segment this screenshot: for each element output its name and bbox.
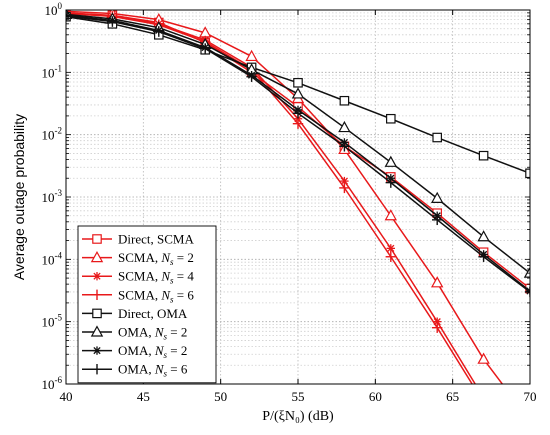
x-tick-label: 70 (524, 389, 537, 404)
legend-box (77, 225, 217, 384)
legend-marker (92, 272, 102, 281)
series-oma_n6 (66, 10, 530, 298)
legend-label: SCMA, Ns = 2 (118, 250, 194, 267)
data-point-oma_direct (432, 132, 442, 143)
data-point-sc_n6 (432, 322, 443, 333)
legend-label: OMA, Ns = 2 (118, 343, 187, 360)
x-tick-label: 50 (214, 389, 227, 404)
data-point-oma_n2 (384, 155, 398, 167)
data-point-oma_direct (293, 77, 303, 88)
x-tick-label: 55 (292, 389, 305, 404)
x-tick-label: 40 (60, 389, 73, 404)
data-point-oma_n2 (291, 87, 305, 99)
legend-entry: OMA, Ns = 2 (82, 325, 187, 342)
data-point-sc_n2 (430, 276, 444, 288)
data-point-oma_n6 (292, 108, 304, 119)
data-point-oma_direct (386, 113, 396, 124)
series-layer (66, 10, 530, 384)
data-point-oma_direct (339, 95, 350, 106)
legend-entry: Direct, SCMA (82, 232, 194, 247)
data-point-sc_n2 (245, 49, 258, 62)
data-point-oma_n2 (430, 191, 444, 203)
data-point-oma_n6 (339, 141, 350, 152)
series-line-sc_n6 (66, 12, 474, 384)
data-point-oma_n6 (66, 10, 72, 22)
legend-marker (90, 250, 104, 263)
legend-label: OMA, Ns = 6 (118, 362, 188, 379)
x-tick-labels: 40 45 50 55 60 65 70 (60, 389, 537, 404)
legend-entry: SCMA, Ns = 4 (82, 269, 194, 286)
data-point-oma_n2 (477, 230, 490, 242)
data-point-sc_n6 (339, 182, 350, 194)
legend-marker (91, 364, 103, 375)
data-point-oma_n6 (200, 43, 211, 54)
data-point-oma_n6 (246, 71, 257, 82)
data-point-oma_n2 (523, 266, 530, 278)
legend-label: OMA, Ns = 2 (118, 325, 187, 342)
y-tick-label: 10-6 (42, 375, 63, 392)
legend-entry: Direct, OMA (82, 306, 188, 321)
legend-entry: OMA, Ns = 2 (82, 343, 187, 360)
y-tick-labels: 100 10-1 10-2 10-3 10-4 10-5 10-6 (42, 1, 63, 392)
legend-label: Direct, OMA (118, 306, 188, 321)
legend-label: Direct, SCMA (118, 232, 194, 247)
legend-marker (92, 234, 102, 244)
data-point-oma_n6 (432, 214, 443, 226)
data-point-oma_n6 (385, 177, 396, 188)
data-point-oma_direct (478, 150, 489, 161)
data-point-sc_n2 (384, 209, 398, 221)
y-tick-label: 10-1 (42, 63, 63, 80)
x-tick-label: 45 (137, 389, 150, 404)
y-tick-label: 10-3 (42, 188, 63, 205)
data-point-oma_n2b (525, 286, 530, 296)
y-axis-label: Average outage probability (11, 114, 27, 280)
data-point-oma_n6 (107, 16, 118, 27)
y-tick-label: 10-2 (42, 126, 63, 143)
legend-marker (90, 325, 104, 337)
y-tick-label: 10-4 (42, 250, 63, 267)
legend-entry: SCMA, Ns = 2 (82, 250, 194, 267)
y-tick-label: 10-5 (42, 313, 63, 330)
legend-marker (92, 308, 102, 319)
y-tick-label: 100 (45, 1, 63, 18)
legend-label: SCMA, Ns = 6 (118, 287, 194, 304)
data-point-oma_n6 (153, 26, 164, 37)
data-point-sc_n2 (477, 352, 490, 364)
x-tick-label: 60 (369, 389, 382, 404)
data-point-oma_n6 (478, 251, 489, 262)
data-point-sc_n6 (385, 251, 396, 262)
legend-marker (91, 289, 103, 300)
ticks (65, 9, 531, 385)
x-axis-label: P/(ξN₀) (dB) (262, 409, 334, 424)
legend-entry: SCMA, Ns = 6 (82, 287, 194, 304)
legend: Direct, SCMA SCMA, Ns = 2 SCMA, Ns = 4SCMA… (77, 225, 217, 384)
x-tick-label: 65 (446, 389, 459, 404)
legend-entry: OMA, Ns = 6 (82, 362, 188, 379)
data-point-oma_n2 (338, 120, 351, 133)
data-point-oma_n6 (524, 286, 530, 298)
legend-label: SCMA, Ns = 4 (118, 269, 194, 286)
legend-marker (92, 346, 102, 355)
data-point-sc_n6 (292, 118, 304, 129)
data-point-sc_n4 (386, 244, 395, 253)
